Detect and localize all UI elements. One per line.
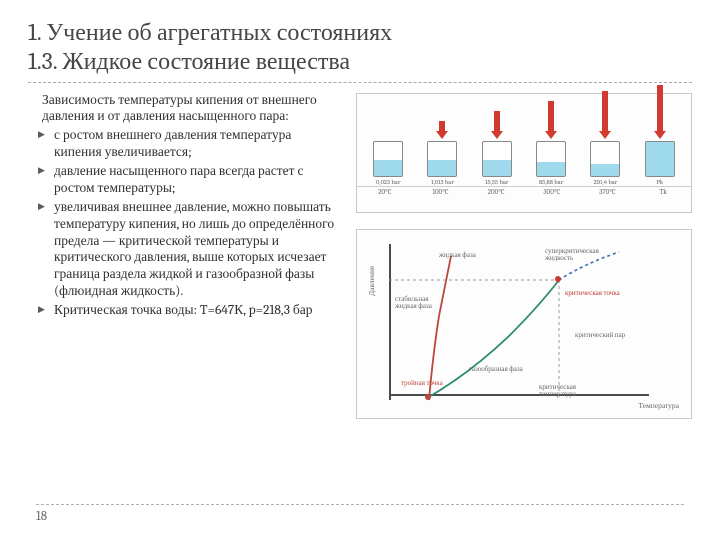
phase-curves: [389, 244, 649, 400]
intro-text: Зависимость температуры кипения от внешн…: [28, 93, 338, 127]
title-line2: 1.3. Жидкое состояние вещества: [28, 47, 350, 75]
triple-point-dot: [425, 394, 431, 400]
pressure-arrow-icon: [491, 111, 503, 139]
bullet-item: давление насыщенного пара всегда растет …: [42, 164, 338, 198]
label-triple: тройная точка: [401, 380, 443, 387]
tube: [427, 141, 457, 177]
page-number: 18: [36, 504, 684, 524]
temperature-label: Tk: [641, 188, 685, 196]
bullet-item: Критическая точка воды: T=647К, p=218,3 …: [42, 303, 338, 320]
tube-column: 210,4 bar: [583, 91, 627, 186]
tube-column: 0,023 bar: [366, 135, 410, 186]
tube-column: Pk: [638, 85, 682, 186]
text-column: Зависимость температуры кипения от внешн…: [28, 93, 338, 419]
tube: [373, 141, 403, 177]
temperature-label: 300°C: [530, 188, 574, 196]
bullet-list: с ростом внешнего давления температура к…: [28, 128, 338, 320]
tube: [645, 141, 675, 177]
critical-point-dot: [555, 276, 561, 282]
pressure-label: 15,55 bar: [485, 179, 508, 186]
pressure-tubes-diagram: 0,023 bar 1,013 bar 15,55 bar 85,88 bar 210,…: [356, 93, 692, 213]
title-line1: 1. Учение об агрегатных состояниях: [28, 18, 392, 46]
tube-column: 15,55 bar: [475, 111, 519, 186]
temperature-label: 200°C: [474, 188, 518, 196]
pressure-arrow-icon: [382, 135, 394, 139]
tube: [590, 141, 620, 177]
bullet-item: с ростом внешнего давления температура к…: [42, 128, 338, 162]
pressure-arrow-icon: [436, 121, 448, 139]
pressure-arrow-icon: [599, 91, 611, 139]
temperature-label: 370°C: [585, 188, 629, 196]
label-gas: газообразная фаза: [469, 366, 523, 373]
pressure-arrow-icon: [545, 101, 557, 139]
pressure-arrow-icon: [654, 85, 666, 139]
main: Зависимость температуры кипения от внешн…: [28, 93, 692, 419]
pressure-label: 0,023 bar: [376, 179, 401, 186]
pressure-label: 1,013 bar: [431, 179, 454, 186]
label-critT: критическая температура: [539, 384, 609, 398]
label-critpar: критический пар: [575, 332, 625, 339]
page-title: 1. Учение об агрегатных состояниях 1.3. …: [28, 18, 692, 83]
temperature-label: 20°C: [363, 188, 407, 196]
label-liquid: жидкая фаза: [439, 252, 476, 259]
label-super: суперкритическая жидкость: [545, 248, 615, 262]
label-crit: критическая точка: [565, 290, 627, 297]
label-solid: стабильная жидкая фаза: [395, 296, 445, 310]
y-axis-label: Давление: [367, 265, 376, 295]
tube-column: 85,88 bar: [529, 101, 573, 186]
bullet-item: увеличивая внешнее давление, можно повыш…: [42, 200, 338, 301]
pressure-label: 210,4 bar: [594, 179, 618, 186]
temperature-label: 100°C: [418, 188, 462, 196]
tube: [536, 141, 566, 177]
tube-column: 1,013 bar: [420, 121, 464, 186]
x-axis-label: Температура: [638, 401, 679, 410]
figure-column: 0,023 bar 1,013 bar 15,55 bar 85,88 bar 210,…: [356, 93, 692, 419]
phase-diagram: Давление Температура: [356, 229, 692, 419]
tube: [482, 141, 512, 177]
pressure-label: 85,88 bar: [539, 179, 563, 186]
pressure-label: Pk: [656, 179, 663, 186]
